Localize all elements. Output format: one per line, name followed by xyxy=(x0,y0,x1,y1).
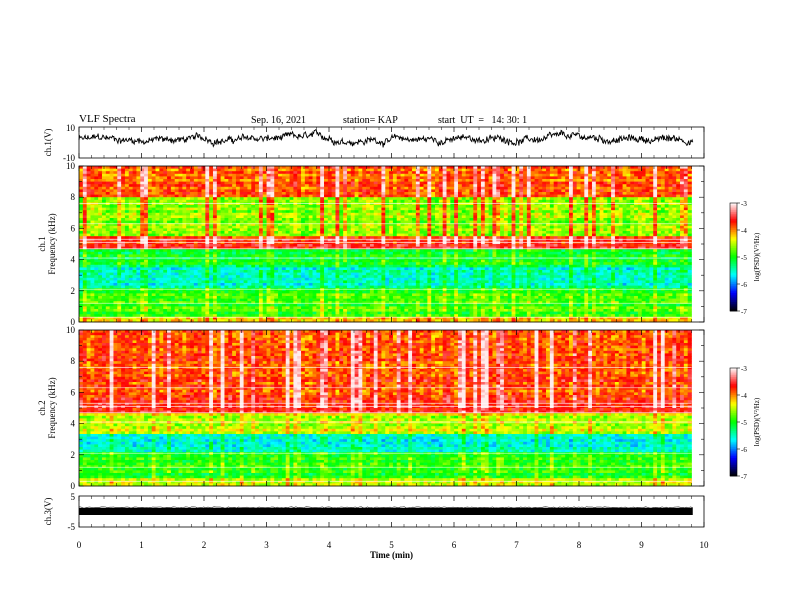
x-tick-label: 5 xyxy=(389,540,394,550)
x-tick-label: 4 xyxy=(327,540,332,550)
x-tick-label: 6 xyxy=(452,540,457,550)
ch3-waveform-trace xyxy=(79,508,693,515)
colorbar-tick-label: -4 xyxy=(741,392,747,400)
x-tick-label: 7 xyxy=(514,540,519,550)
ch3-trace-edge xyxy=(78,506,693,509)
ch1-colorbar: -3 -4 -5 -6 -7 log(PSD)(V²/Hz) xyxy=(729,200,761,316)
y-tick-label: 5 xyxy=(71,492,76,502)
x-tick-label: 10 xyxy=(700,540,710,550)
colorbar-tick-label: -7 xyxy=(741,308,747,316)
ch2-spectrogram-image xyxy=(79,330,692,487)
time-axis: 0 1 2 3 4 5 6 7 8 9 10 Time (min) xyxy=(77,540,709,560)
y-tick-label: 10 xyxy=(66,123,76,133)
date-label: Sep. 16, 2021 xyxy=(251,115,306,126)
ch1-spectrogram-ylabel: Frequency (kHz) xyxy=(47,213,57,274)
y-tick-label: 2 xyxy=(71,450,76,460)
start-time-label: start UT = 14: 30: 1 xyxy=(438,115,528,126)
colorbar-tick-label: -6 xyxy=(741,446,747,454)
x-tick-label: 1 xyxy=(139,540,144,550)
y-tick-label: 2 xyxy=(71,286,76,296)
y-tick-label: -10 xyxy=(63,153,75,163)
y-tick-label: -5 xyxy=(68,522,76,532)
ch2-colorbar: -3 -4 -5 -6 -7 log(PSD)(V²/Hz) xyxy=(729,365,761,481)
x-tick-label: 2 xyxy=(202,540,207,550)
colorbar-tick-label: -7 xyxy=(741,473,747,481)
y-tick-label: 4 xyxy=(71,419,76,429)
colorbar-tick-label: -5 xyxy=(741,419,747,427)
x-tick-label: 9 xyxy=(639,540,644,550)
colorbar-tick-label: -6 xyxy=(741,281,747,289)
y-tick-label: 8 xyxy=(71,192,76,202)
y-tick-label: 4 xyxy=(71,255,76,265)
ch1-colorbar-label: log(PSD)(V²/Hz) xyxy=(753,232,761,281)
y-tick-label: 0 xyxy=(71,481,76,491)
ch1-spectrogram-channel-label: ch.1 xyxy=(37,236,47,251)
ch1-waveform-frame xyxy=(78,126,705,159)
colorbar-tick-label: -5 xyxy=(741,254,747,262)
colorbar-tick-label: -3 xyxy=(741,365,747,373)
ch3-waveform-ylabel: ch.3(V) xyxy=(43,498,53,526)
ch1-waveform-ylabel: ch.1(V) xyxy=(43,129,53,157)
y-tick-label: 0 xyxy=(71,317,76,327)
ch2-spectrogram-ylabel: Frequency (kHz) xyxy=(47,377,57,438)
ch1-spectrogram-image xyxy=(79,166,692,323)
y-tick-label: 6 xyxy=(71,223,76,233)
y-tick-label: 10 xyxy=(66,161,76,171)
ch2-spectrogram-channel-label: ch.2 xyxy=(37,400,47,415)
figure-title: VLF Spectra xyxy=(79,113,136,125)
ch3-waveform-panel: 5 -5 ch.3(V) xyxy=(43,492,705,532)
colorbar-tick-label: -4 xyxy=(741,227,747,235)
y-tick-label: 10 xyxy=(66,325,76,335)
x-axis-label: Time (min) xyxy=(370,550,413,560)
x-tick-label: 0 xyxy=(77,540,82,550)
station-label: station= KAP xyxy=(343,115,398,126)
ch2-spectrogram-panel: 0 2 4 6 8 10 ch.2 Frequency (kHz) xyxy=(37,325,705,491)
ch1-waveform-panel: 10 -10 ch.1(V) xyxy=(43,123,705,163)
colorbar-tick-label: -3 xyxy=(741,200,747,208)
ch1-spectrogram-panel: 0 2 4 6 8 10 ch.1 Frequency (kHz) xyxy=(37,161,705,327)
y-tick-label: 6 xyxy=(71,387,76,397)
x-tick-label: 8 xyxy=(577,540,582,550)
x-tick-label: 3 xyxy=(264,540,269,550)
y-tick-label: 8 xyxy=(71,356,76,366)
ch2-colorbar-label: log(PSD)(V²/Hz) xyxy=(753,397,761,446)
ch1-waveform-trace xyxy=(78,129,694,148)
